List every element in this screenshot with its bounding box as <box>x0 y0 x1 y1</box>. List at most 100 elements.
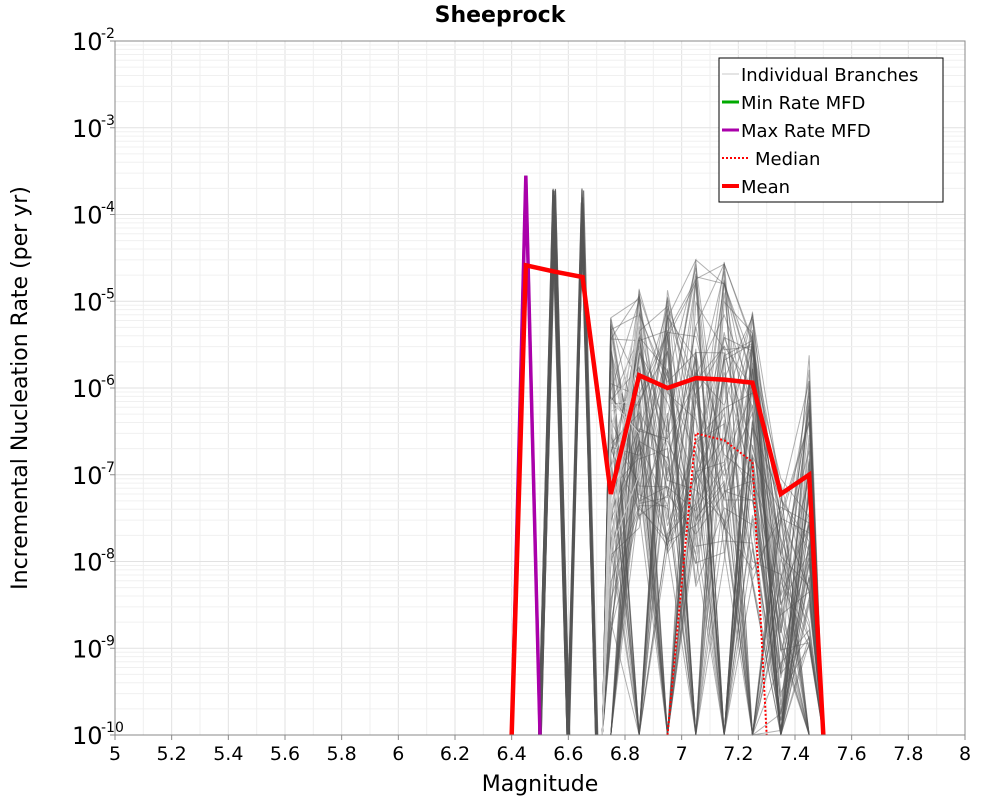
branch-line <box>601 335 824 736</box>
y-axis-label: Incremental Nucleation Rate (per yr) <box>8 186 33 590</box>
branch-line <box>601 300 824 736</box>
branch-line <box>601 450 824 736</box>
branch-line <box>601 336 824 736</box>
branch-line <box>601 376 824 736</box>
branch-line <box>601 297 824 736</box>
branch-line <box>601 367 824 736</box>
branch-line <box>601 370 824 736</box>
branch-line <box>601 344 824 736</box>
branch-line <box>601 342 824 736</box>
branch-line <box>601 330 824 736</box>
y-tick-label: 10 <box>72 202 103 230</box>
series-mean <box>509 262 826 736</box>
legend-box <box>718 57 944 203</box>
y-tick-exponent: -9 <box>101 633 115 649</box>
branch-line <box>601 313 824 736</box>
branch-line-faint <box>601 391 640 736</box>
branch-line <box>601 298 824 736</box>
branch-line <box>601 314 824 736</box>
branch-line <box>602 406 824 736</box>
branch-line <box>601 310 824 736</box>
branch-line <box>601 332 824 736</box>
y-tick-exponent: -10 <box>101 720 124 736</box>
branch-line <box>601 365 824 736</box>
legend-label: Mean <box>741 177 790 198</box>
y-tick-label: 10 <box>72 288 103 316</box>
y-tick-exponent: -7 <box>101 460 115 476</box>
branch-line-faint <box>601 306 640 736</box>
branch-line <box>601 261 824 736</box>
x-tick-label: 7.4 <box>780 743 810 765</box>
branch-line <box>601 336 824 736</box>
branch-line <box>601 313 824 736</box>
x-tick-label: 7 <box>676 743 688 765</box>
y-tick-exponent: -3 <box>101 113 115 129</box>
branch-line <box>601 281 824 736</box>
branch-line <box>601 345 824 736</box>
branch-line <box>601 296 824 736</box>
y-tick-label: 10 <box>72 375 103 403</box>
y-tick-label: 10 <box>72 28 103 56</box>
x-tick-label: 8 <box>959 743 971 765</box>
branch-line <box>601 271 824 736</box>
branch-line <box>601 347 824 736</box>
branch-line <box>538 190 569 736</box>
branch-line <box>602 318 824 736</box>
branch-line <box>601 258 824 736</box>
x-axis-label: Magnitude <box>482 772 599 797</box>
x-tick-label: 6 <box>392 743 404 765</box>
x-tick-label: 5.4 <box>213 743 243 765</box>
y-tick-label: 10 <box>72 115 103 143</box>
series-median <box>666 432 768 736</box>
legend-label: Median <box>755 149 820 170</box>
y-tick-label: 10 <box>72 722 103 750</box>
branch-line <box>602 333 824 736</box>
legend-label: Individual Branches <box>741 65 918 86</box>
branch-line <box>601 311 824 736</box>
legend-label: Max Rate MFD <box>741 121 871 142</box>
branch-line <box>601 318 824 736</box>
branch-line <box>601 404 824 736</box>
branch-line <box>601 329 824 736</box>
y-tick-exponent: -8 <box>101 547 115 563</box>
chart-title: Sheeprock <box>435 3 567 28</box>
x-tick-label: 7.6 <box>837 743 867 765</box>
branch-line <box>601 348 824 736</box>
y-tick-exponent: -4 <box>101 200 115 216</box>
branch-line <box>602 300 824 736</box>
x-axis-ticks: 5 5.2 5.4 5.6 5.8 6 6.2 6.4 6.6 6.8 7 7.2 7.4 7.6 7.8 8 <box>109 735 971 765</box>
branch-line <box>602 263 824 736</box>
branch-line <box>601 314 824 736</box>
y-tick-exponent: -6 <box>101 373 115 389</box>
branch-line <box>602 351 824 736</box>
branch-line <box>602 331 824 736</box>
branch-line <box>602 444 824 736</box>
branch-line <box>601 315 824 736</box>
branch-line <box>601 267 824 736</box>
x-tick-label: 5 <box>109 743 121 765</box>
branch-line <box>540 188 571 736</box>
branch-line <box>602 258 824 736</box>
branch-line <box>601 350 824 736</box>
branch-line <box>602 263 824 736</box>
grid <box>114 41 966 736</box>
y-axis-ticks: 10-210-310-410-510-610-710-810-910-10 <box>72 26 124 750</box>
x-tick-label: 6.2 <box>440 743 470 765</box>
branch-line <box>601 300 824 736</box>
legend: Individual Branches Min Rate MFD Max Rate … <box>718 57 944 203</box>
branch-line <box>601 300 824 736</box>
y-tick-label: 10 <box>72 635 103 663</box>
series-layer <box>509 175 826 736</box>
branch-line <box>602 292 824 736</box>
x-tick-label: 6.6 <box>553 743 583 765</box>
branch-line <box>601 290 824 736</box>
branch-line <box>602 357 824 736</box>
branch-line <box>566 217 597 736</box>
x-tick-label: 7.8 <box>893 743 923 765</box>
legend-label: Min Rate MFD <box>741 93 865 114</box>
branch-line <box>601 352 824 736</box>
branch-line <box>602 427 824 736</box>
x-tick-label: 6.4 <box>497 743 527 765</box>
x-tick-label: 5.6 <box>270 743 300 765</box>
